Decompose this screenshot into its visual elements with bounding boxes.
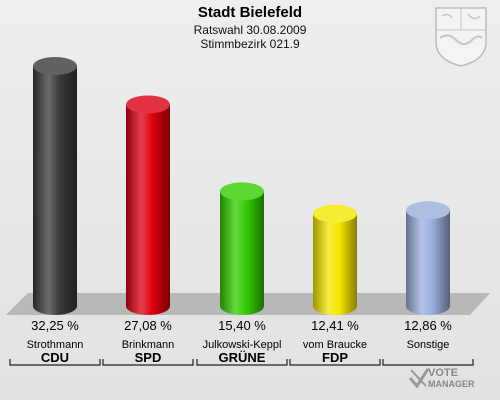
bar-top-3 bbox=[220, 182, 264, 201]
value-label-5: 12,86 % bbox=[404, 318, 452, 333]
bar-2 bbox=[126, 95, 170, 315]
bar-top-5 bbox=[406, 201, 450, 220]
value-label-3: 15,40 % bbox=[218, 318, 266, 333]
category-label-4: vom Braucke bbox=[302, 339, 368, 351]
bar-body-1 bbox=[33, 66, 77, 315]
bar-body-2 bbox=[126, 104, 170, 315]
value-label-2: 27,08 % bbox=[124, 318, 172, 333]
bar-body-5 bbox=[406, 210, 450, 315]
category-label-1: Strothmann bbox=[26, 339, 84, 351]
party-label-4: FDP bbox=[322, 350, 348, 365]
party-label-2: SPD bbox=[134, 350, 162, 365]
brand-line-1: VOTE bbox=[428, 367, 458, 379]
chart-subtitle-district: Stimmbezirk 021.9 bbox=[200, 37, 300, 51]
label-bracket-5 bbox=[382, 359, 474, 366]
bar-top-2 bbox=[126, 95, 170, 114]
brand-line-2: MANAGER bbox=[428, 379, 475, 389]
vote-manager-logo: VOTE MANAGER bbox=[428, 368, 475, 390]
category-label-3: Julkowski-Keppl bbox=[202, 339, 282, 351]
category-label-5: Sonstige bbox=[406, 339, 450, 351]
party-label-1: CDU bbox=[40, 350, 70, 365]
bar-body-4 bbox=[313, 213, 357, 315]
bar-5 bbox=[406, 201, 450, 315]
value-label-1: 32,25 % bbox=[31, 318, 79, 333]
bar-4 bbox=[313, 204, 357, 315]
label-bracket-2 bbox=[102, 359, 194, 366]
vote-check-icon bbox=[408, 368, 430, 389]
bar-top-4 bbox=[313, 204, 357, 223]
bar-body-3 bbox=[220, 191, 264, 315]
category-label-2: Brinkmann bbox=[121, 339, 175, 351]
label-bracket-4 bbox=[289, 359, 381, 366]
chart-title: Stadt Bielefeld bbox=[197, 4, 303, 21]
chart-subtitle-election: Ratswahl 30.08.2009 bbox=[193, 23, 307, 37]
nrw-coat-of-arms-icon bbox=[435, 7, 487, 67]
party-label-3: GRÜNE bbox=[218, 350, 266, 365]
label-bracket-3 bbox=[196, 359, 288, 366]
label-bracket-1 bbox=[9, 359, 101, 366]
bar-1 bbox=[33, 57, 77, 315]
bar-top-1 bbox=[33, 57, 77, 75]
bar-3 bbox=[220, 182, 264, 315]
value-label-4: 12,41 % bbox=[311, 318, 359, 333]
